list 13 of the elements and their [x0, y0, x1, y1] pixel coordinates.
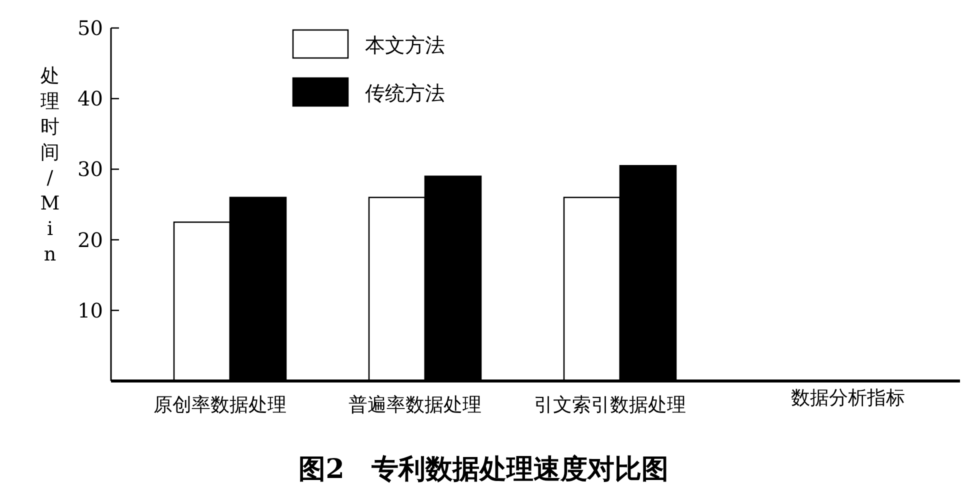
y-tick-label: 50: [78, 16, 103, 40]
legend-label: 本文方法: [365, 33, 445, 57]
y-tick-label: 40: [78, 86, 103, 111]
y-tick-label: 10: [78, 298, 103, 322]
x-tick-label: 原创率数据处理: [154, 394, 286, 416]
y-tick-label: 30: [78, 157, 103, 182]
y-tick-label: 20: [78, 228, 103, 252]
text: 图2 专利数据处理速度对比图: [298, 454, 668, 485]
x-tick-label: 普遍率数据处理: [348, 394, 482, 416]
x-tick-label: 引文索引数据处理: [534, 394, 686, 416]
legend-label: 传统方法: [365, 81, 445, 105]
x-axis-title: 数据分析指标: [791, 387, 905, 409]
y-axis-title: 处理时间/Min: [40, 65, 60, 266]
